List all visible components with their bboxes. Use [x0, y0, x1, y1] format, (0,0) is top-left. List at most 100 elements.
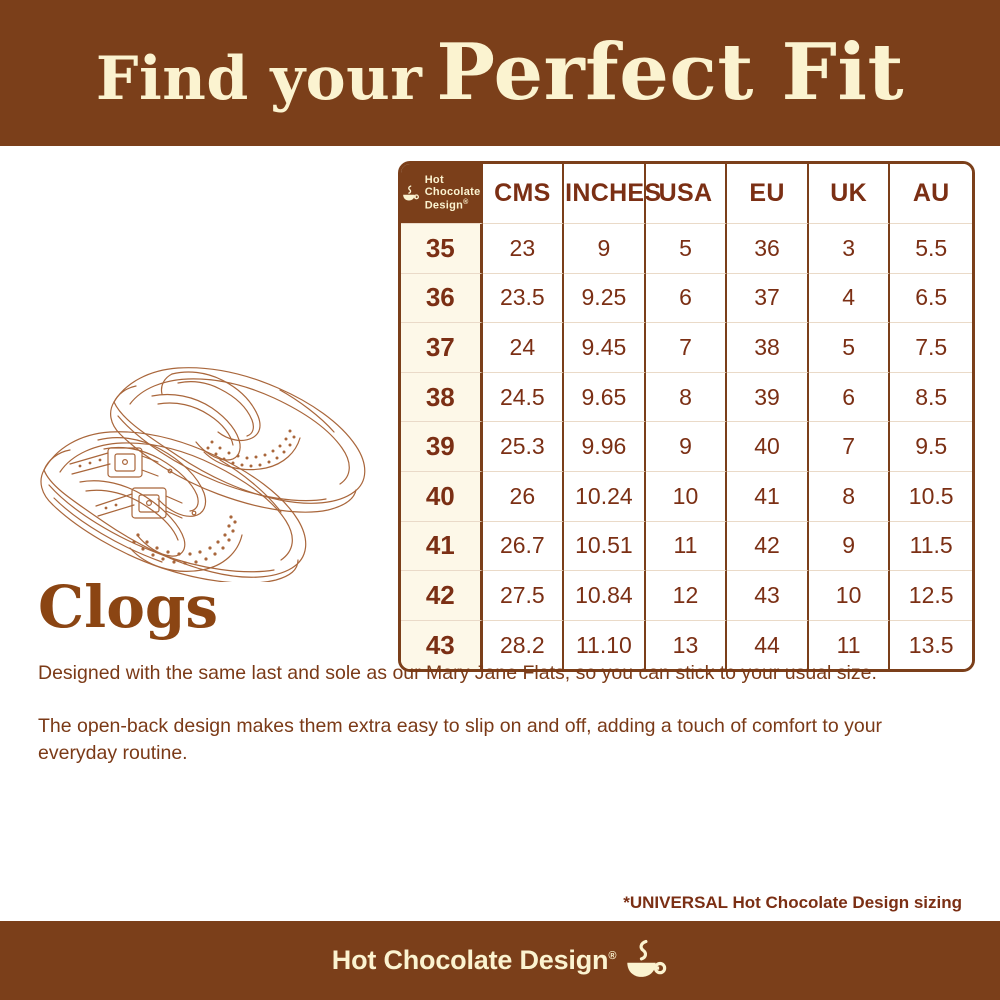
description-paragraph-2: The open-back design makes them extra ea…	[38, 714, 883, 764]
logo-line-3: Design	[424, 199, 464, 212]
size-chart-header-row: Hot Chocolate Design® CMS INCHES USA EU …	[401, 164, 972, 224]
cell-cms: 26	[482, 471, 565, 522]
table-row: 38 24.5 9.65 8 39 6 8.5	[401, 372, 972, 423]
cell-au: 7.5	[890, 323, 972, 373]
hot-chocolate-cup-icon	[627, 939, 667, 977]
cell-au: 5.5	[890, 224, 972, 274]
cell-usa: 9	[645, 422, 728, 472]
table-row: 42 27.5 10.84 12 43 10 12.5	[401, 571, 972, 621]
cell-size: 36	[401, 273, 483, 324]
product-description: Designed with the same last and sole as …	[38, 660, 938, 767]
cell-eu: 43	[727, 571, 809, 621]
description-paragraph-1: Designed with the same last and sole as …	[38, 662, 877, 684]
cell-usa: 11	[645, 521, 728, 572]
cell-cms: 28.2	[482, 620, 565, 670]
table-row: 37 24 9.45 7 38 5 7.5	[401, 323, 972, 373]
cell-usa: 7	[645, 323, 728, 373]
cell-uk: 4	[808, 273, 891, 324]
cell-au: 8.5	[890, 372, 972, 423]
cell-inches: 9.25	[564, 273, 646, 324]
back-clog	[110, 367, 366, 513]
table-row: 39 25.3 9.96 9 40 7 9.5	[401, 422, 972, 472]
cell-au: 6.5	[890, 273, 972, 324]
column-header-usa: USA	[645, 164, 728, 224]
cell-cms: 26.7	[482, 521, 565, 572]
page-title: Find your Perfect Fit	[96, 34, 904, 112]
cell-cms: 23	[482, 224, 565, 274]
cell-eu: 42	[727, 521, 809, 572]
page-title-part-2: Perfect Fit	[436, 27, 905, 118]
size-chart-body: 35 23 9 5 36 3 5.5 36 23.5 9.25 6 37 4 6…	[401, 224, 972, 670]
cell-uk: 11	[808, 620, 891, 670]
cell-size: 38	[401, 372, 483, 423]
cell-inches: 9.96	[564, 422, 646, 472]
cell-uk: 9	[808, 521, 891, 572]
footer-brand-logo: Hot Chocolate Design®	[332, 938, 668, 984]
cell-uk: 6	[808, 372, 891, 423]
cell-eu: 37	[727, 273, 809, 324]
page-title-part-1: Find your	[95, 44, 423, 114]
cell-uk: 8	[808, 471, 891, 522]
cell-usa: 10	[645, 471, 728, 522]
cell-au: 11.5	[890, 521, 972, 572]
cell-au: 10.5	[890, 471, 972, 522]
column-header-uk: UK	[808, 164, 891, 224]
cell-eu: 39	[727, 372, 809, 423]
logo-registered-mark: ®	[463, 198, 469, 206]
cell-usa: 6	[645, 273, 728, 324]
logo-line-2: Chocolate	[424, 185, 481, 198]
table-row: 41 26.7 10.51 11 42 9 11.5	[401, 521, 972, 572]
cell-inches: 10.84	[564, 571, 646, 621]
hot-chocolate-cup-icon	[403, 184, 419, 200]
cell-eu: 40	[727, 422, 809, 472]
table-row: 40 26 10.24 10 41 8 10.5	[401, 471, 972, 522]
cell-usa: 12	[645, 571, 728, 621]
cell-cms: 27.5	[482, 571, 565, 621]
cell-inches: 9	[564, 224, 646, 274]
size-chart-table-container: Hot Chocolate Design® CMS INCHES USA EU …	[398, 161, 975, 673]
footer-brand-name: Hot Chocolate Design®	[331, 945, 617, 975]
cell-inches: 9.45	[564, 323, 646, 373]
cell-size: 43	[401, 620, 483, 670]
cell-cms: 24.5	[482, 372, 565, 423]
cell-inches: 9.65	[564, 372, 646, 423]
cell-au: 12.5	[890, 571, 972, 621]
product-heading: Clogs	[38, 573, 219, 641]
cell-cms: 24	[482, 323, 565, 373]
cell-uk: 7	[808, 422, 891, 472]
cell-size: 37	[401, 323, 483, 373]
column-header-au: AU	[890, 164, 972, 224]
cell-inches: 11.10	[564, 620, 646, 670]
cell-size: 42	[401, 571, 483, 621]
page-header-banner: Find your Perfect Fit	[0, 0, 1000, 146]
cell-au: 13.5	[890, 620, 972, 670]
size-chart-table: Hot Chocolate Design® CMS INCHES USA EU …	[398, 161, 975, 673]
cell-usa: 5	[645, 224, 728, 274]
cell-size: 41	[401, 521, 483, 572]
cell-eu: 38	[727, 323, 809, 373]
logo-line-1: Hot	[424, 173, 444, 186]
cell-size: 39	[401, 422, 483, 472]
cell-cms: 25.3	[482, 422, 565, 472]
cell-uk: 10	[808, 571, 891, 621]
sizing-footnote: *UNIVERSAL Hot Chocolate Design sizing	[623, 893, 962, 912]
table-row: 36 23.5 9.25 6 37 4 6.5	[401, 273, 972, 324]
column-header-cms: CMS	[482, 164, 565, 224]
cell-inches: 10.51	[564, 521, 646, 572]
cell-cms: 23.5	[482, 273, 565, 324]
page-footer-banner: Hot Chocolate Design®	[0, 921, 1000, 1000]
cell-au: 9.5	[890, 422, 972, 472]
column-header-eu: EU	[727, 164, 809, 224]
cell-usa: 8	[645, 372, 728, 423]
cell-eu: 41	[727, 471, 809, 522]
cell-inches: 10.24	[564, 471, 646, 522]
table-row: 43 28.2 11.10 13 44 11 13.5	[401, 620, 972, 670]
table-logo-cell: Hot Chocolate Design®	[401, 164, 483, 224]
table-row: 35 23 9 5 36 3 5.5	[401, 224, 972, 274]
column-header-inches: INCHES	[564, 164, 661, 224]
front-clog	[40, 431, 307, 584]
table-logo-text: Hot Chocolate Design®	[424, 173, 481, 212]
cell-size: 35	[401, 224, 483, 274]
cell-size: 40	[401, 471, 483, 522]
cell-eu: 36	[727, 224, 809, 274]
